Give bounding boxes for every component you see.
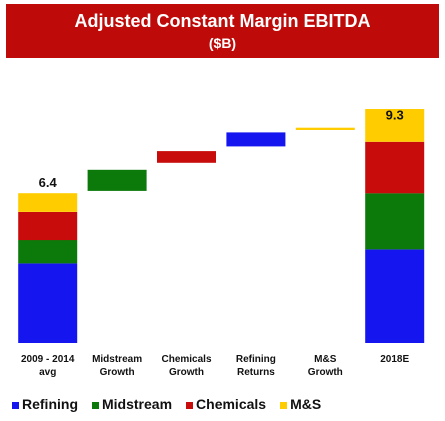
- category-label-0-line-1: avg: [39, 367, 56, 378]
- category-label-1-line-1: Growth: [100, 367, 135, 378]
- category-label-4-line-1: Growth: [308, 367, 343, 378]
- bar-segment-refining-5: [365, 249, 425, 343]
- legend-item-midstream: Midstream: [92, 396, 172, 412]
- legend-item-refining: Refining: [12, 396, 78, 412]
- bar-segment-chemicals-5: [365, 141, 425, 194]
- bar-segment-midstream-5: [365, 193, 425, 250]
- legend-swatch-ms: [280, 402, 288, 409]
- step-bar-chemicals-2: [157, 151, 216, 163]
- legend-label-refining: Refining: [22, 396, 78, 412]
- category-label-1-line-0: Midstream: [92, 354, 142, 365]
- category-label-4-line-0: M&S: [314, 354, 337, 365]
- category-label-3-line-0: Refining: [236, 354, 276, 365]
- step-bar-mss-4: [295, 127, 355, 130]
- category-label-3-line-1: Returns: [237, 367, 275, 378]
- legend-label-chemicals: Chemicals: [196, 396, 267, 412]
- legend-item-chemicals: Chemicals: [186, 396, 266, 412]
- category-label-2-line-0: Chemicals: [161, 354, 211, 365]
- category-label-2-line-1: Growth: [169, 367, 204, 378]
- bar-segment-midstream-0: [18, 240, 78, 264]
- legend-label-ms: M&S: [290, 396, 322, 412]
- category-label-5-line-0: 2018E: [380, 354, 409, 365]
- legend-swatch-refining: [12, 402, 19, 409]
- step-bar-refining-3: [226, 132, 286, 147]
- chart-unit: ($B): [208, 35, 237, 51]
- bar-segment-mss-0: [18, 193, 78, 212]
- legend-label-midstream: Midstream: [102, 396, 173, 412]
- chart-legend: Refining Midstream Chemicals M&S: [12, 393, 335, 415]
- chart-title: Adjusted Constant Margin EBITDA: [74, 11, 371, 31]
- data-label-total-5: 9.3: [386, 107, 404, 122]
- category-label-0-line-0: 2009 - 2014: [21, 354, 75, 365]
- bar-segment-chemicals-0: [18, 212, 78, 241]
- legend-swatch-midstream: [92, 402, 99, 409]
- bar-segment-refining-0: [18, 263, 78, 343]
- legend-swatch-chemicals: [186, 402, 194, 409]
- legend-item-ms: M&S: [280, 396, 321, 412]
- data-label-total-0: 6.4: [39, 175, 58, 190]
- chart-title-banner: Adjusted Constant Margin EBITDA ($B): [6, 4, 439, 58]
- bar-segment-mss-5: [365, 109, 425, 142]
- step-bar-midstream-1: [87, 169, 147, 191]
